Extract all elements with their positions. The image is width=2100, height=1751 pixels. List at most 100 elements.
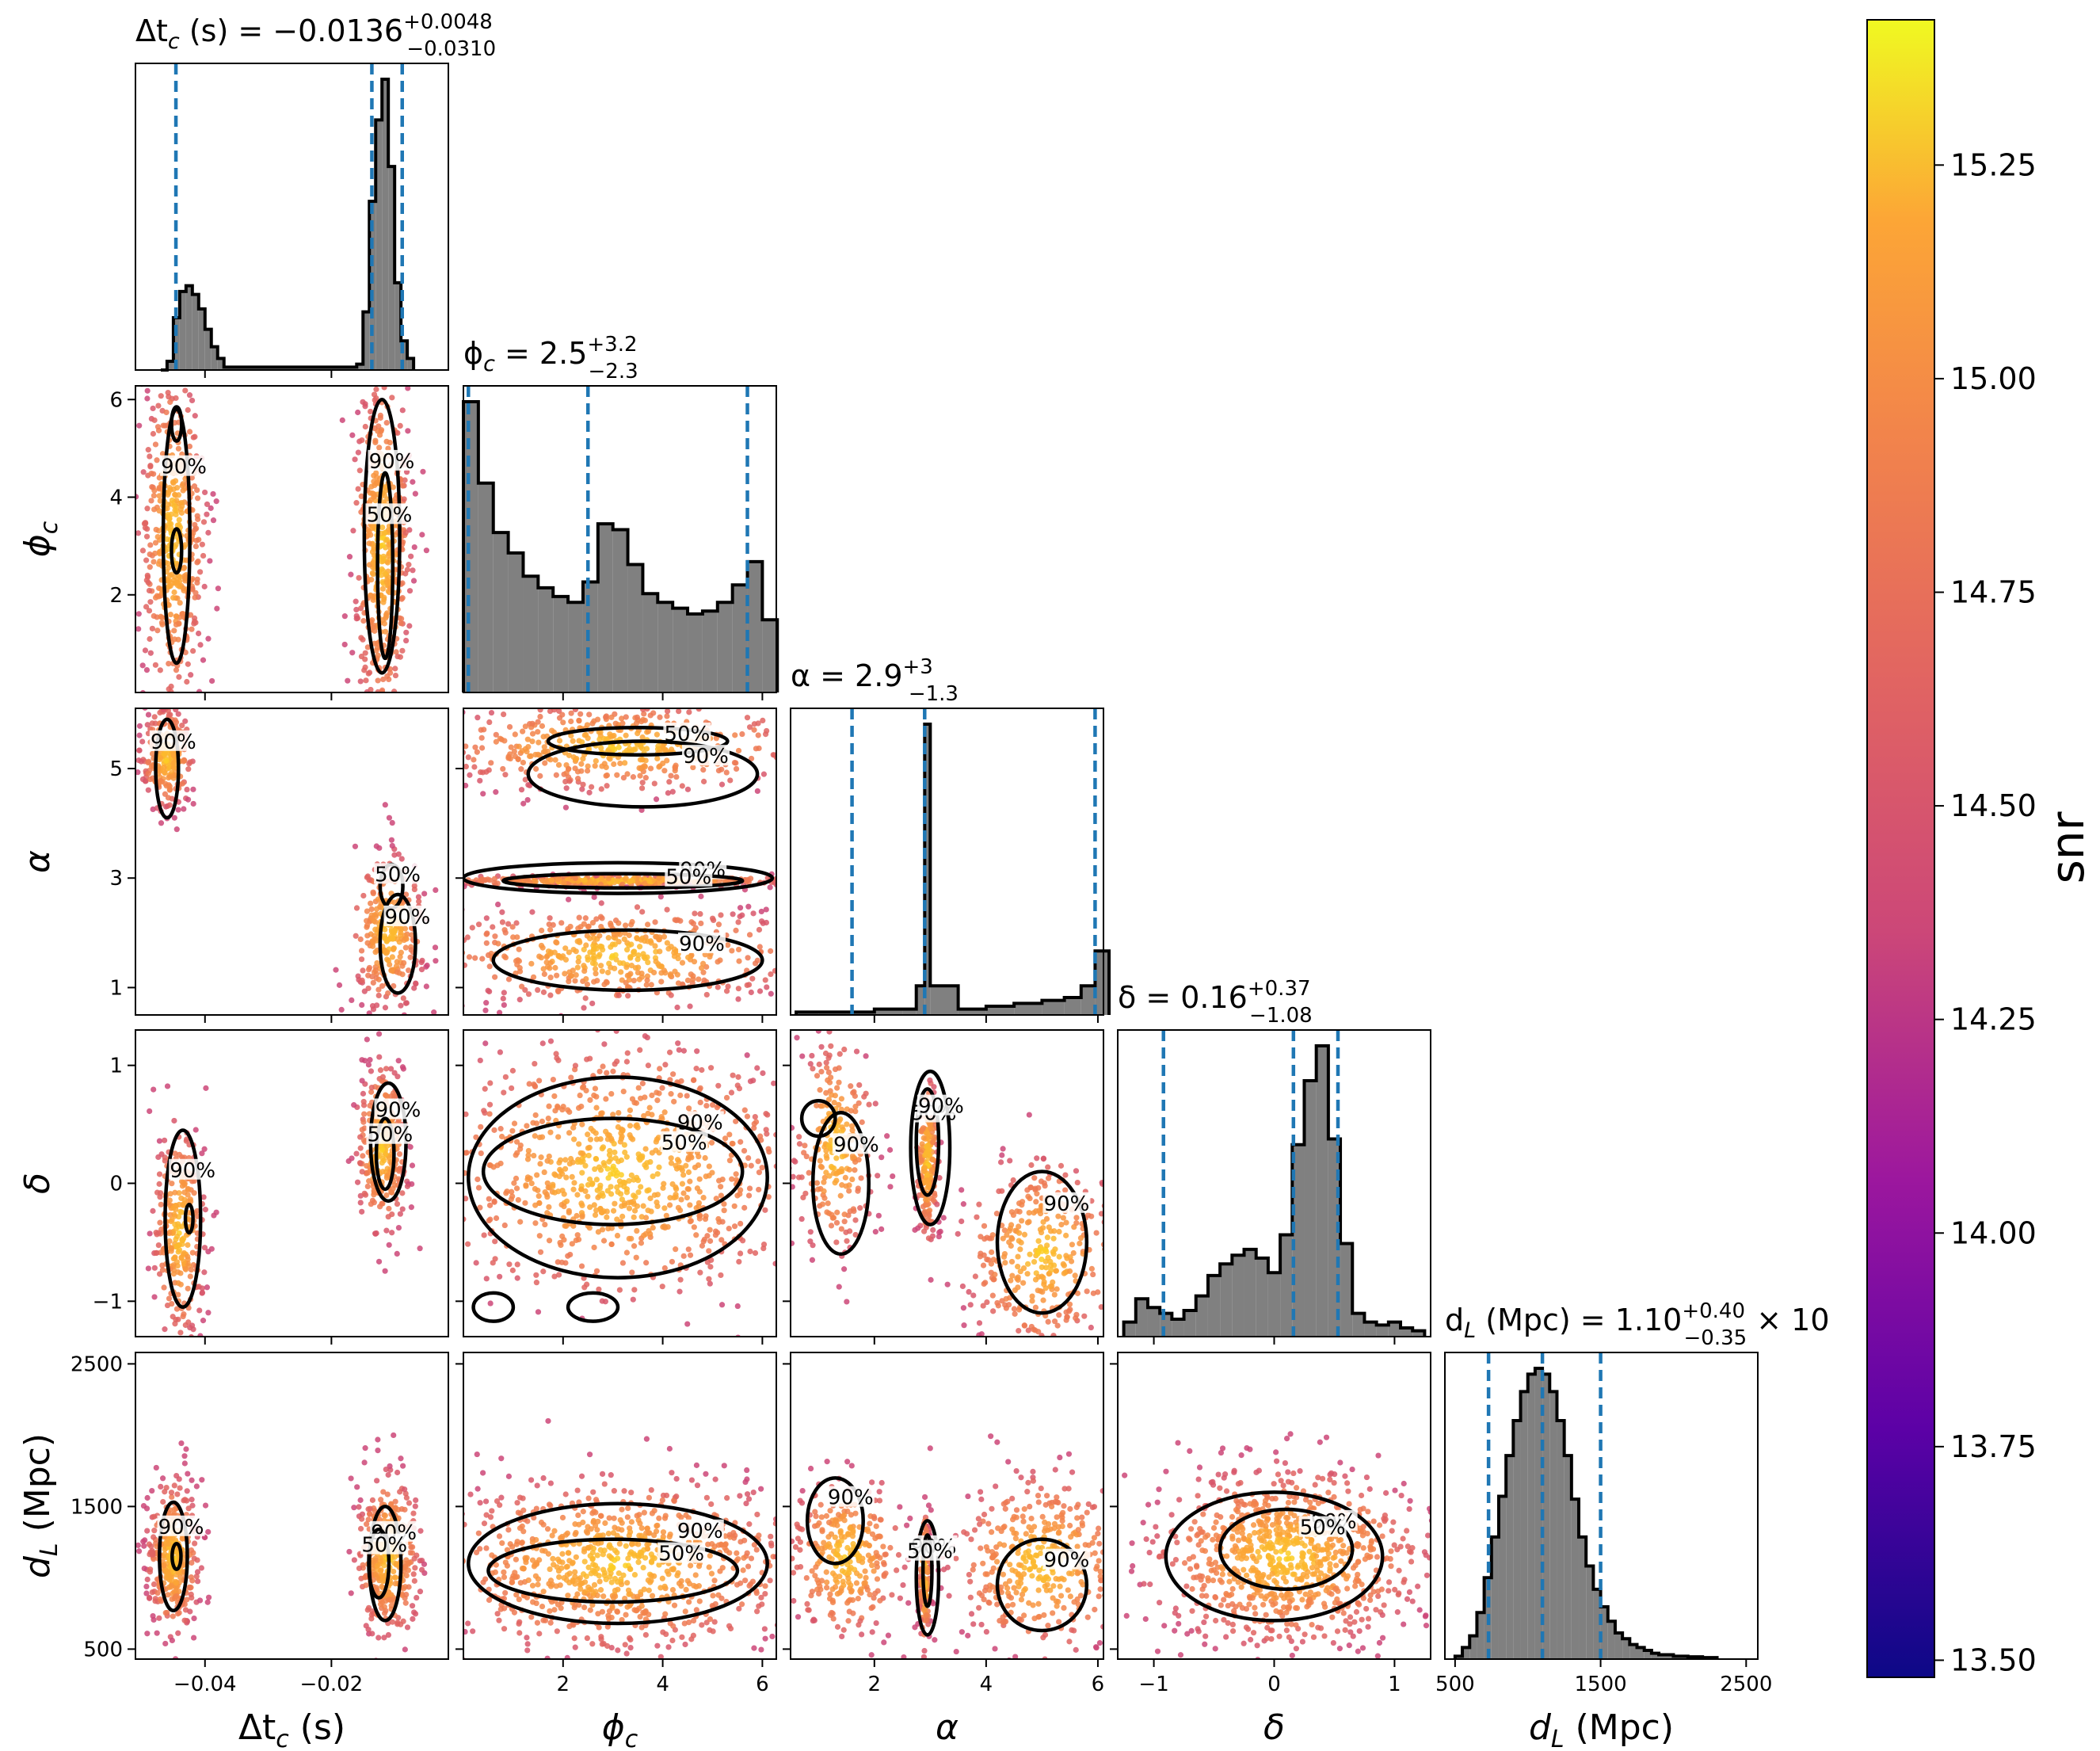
panel-frame-2-1 bbox=[463, 708, 777, 1016]
y-tick-label-delta: 1 bbox=[109, 1055, 123, 1078]
hist-bar-delta bbox=[1388, 1322, 1401, 1337]
colorbar-tick-label: 14.50 bbox=[1950, 788, 2037, 823]
contour-4-2-0 bbox=[805, 1476, 865, 1566]
hist-bar-delta bbox=[1304, 1081, 1317, 1337]
y-tick-label-alpha: 1 bbox=[109, 976, 123, 1000]
hist-bar-phic bbox=[732, 585, 748, 692]
contour-3-1-3 bbox=[566, 1291, 620, 1323]
x-tick-label-delta: 1 bbox=[1388, 1673, 1401, 1696]
y-tick-label-phic: 6 bbox=[109, 388, 123, 412]
hist-bar-alpha bbox=[874, 1009, 903, 1015]
contour-2-1-0 bbox=[546, 725, 730, 757]
hist-bar-phic bbox=[493, 532, 509, 692]
panel-title-delta: δ = 0.16+0.37 −1.08 bbox=[1118, 977, 1313, 1028]
histogram-panel-alpha: α = 2.9+3 −1.3 bbox=[790, 655, 1111, 1016]
hist-outline-delta bbox=[1122, 1044, 1427, 1337]
hist-bar-delta bbox=[1195, 1295, 1208, 1337]
hist-bar-dl bbox=[1469, 1635, 1477, 1659]
contour-3-2-4 bbox=[995, 1169, 1089, 1315]
histogram-panel-dtc: Δtc (s) = −0.0136+0.0048 −0.0310 bbox=[135, 10, 496, 372]
histogram-panel-dl: dL (Mpc) = 1.10+0.40 −0.35 × 10 bbox=[1444, 1299, 1830, 1660]
hist-bar-phic bbox=[463, 402, 478, 692]
contour-label: 50% bbox=[661, 1131, 707, 1155]
histogram-panel-phic: ϕc = 2.5+3.2 −2.3 bbox=[462, 333, 779, 693]
contour-1-0-4 bbox=[375, 471, 395, 661]
hist-bar-phic bbox=[478, 483, 494, 692]
contour-label: 50% bbox=[361, 1534, 407, 1558]
contour-4-3-0 bbox=[1164, 1490, 1385, 1623]
colorbar-tick-label: 13.50 bbox=[1950, 1642, 2037, 1677]
contour-3-2-2 bbox=[914, 1087, 941, 1197]
y-tick-label-phic: 2 bbox=[109, 584, 123, 608]
y-tick-label-alpha: 3 bbox=[109, 867, 123, 891]
contour-3-0-3 bbox=[374, 1116, 396, 1192]
contour-label: 90% bbox=[161, 456, 207, 479]
hist-bar-dl bbox=[1659, 1654, 1674, 1659]
hist-frame-phic bbox=[463, 385, 777, 693]
contour-3-1-2 bbox=[471, 1291, 516, 1323]
hist-bar-phic bbox=[597, 524, 613, 692]
hist-bar-phic bbox=[642, 593, 658, 692]
x-tick-label-dl: 500 bbox=[1435, 1673, 1475, 1696]
contour-label: 50% bbox=[1300, 1516, 1346, 1540]
hist-bar-dl bbox=[1557, 1421, 1565, 1659]
hist-bar-dtc bbox=[185, 285, 192, 370]
colorbar-tick-label: 15.00 bbox=[1950, 361, 2037, 396]
hist-bar-delta bbox=[1401, 1327, 1413, 1337]
colorbar-gradient bbox=[1866, 19, 1935, 1678]
scatter-panel-dl-vs-phic: 90%50% bbox=[455, 1352, 777, 1660]
y-axis-label-dl: dL (Mpc) bbox=[17, 1433, 63, 1578]
hist-bar-phic bbox=[717, 602, 733, 692]
scatter-panel-dl-vs-alpha: 90%90%50%90% bbox=[783, 1352, 1104, 1660]
x-tick-label-dtc: −0.02 bbox=[300, 1673, 364, 1696]
hist-bar-delta bbox=[1316, 1046, 1328, 1337]
hist-bar-delta bbox=[1183, 1310, 1196, 1337]
hist-bar-alpha bbox=[1080, 986, 1096, 1015]
hist-bar-dtc bbox=[394, 282, 402, 370]
panels-layer: Δtc (s) = −0.0136+0.0048 −0.0310 ϕc = 2.5+… bbox=[17, 10, 1830, 1751]
scatter-panel-alpha-vs-phic: 50%90%90%50%90% bbox=[455, 708, 777, 1016]
y-tick-label-dl: 2500 bbox=[71, 1352, 123, 1376]
hist-bar-phic bbox=[508, 552, 524, 692]
hist-bar-dtc bbox=[217, 358, 224, 370]
hist-bar-phic bbox=[657, 602, 673, 692]
x-axis-label-alpha: α bbox=[936, 1707, 959, 1748]
contour-4-2-2 bbox=[920, 1533, 934, 1608]
hist-bar-delta bbox=[1292, 1144, 1305, 1337]
hist-bar-delta bbox=[1412, 1330, 1425, 1337]
contour-2-1-1 bbox=[526, 739, 760, 809]
contour-label: 50% bbox=[658, 1543, 704, 1566]
hist-bar-dl bbox=[1607, 1621, 1615, 1659]
contour-3-0-1 bbox=[183, 1203, 195, 1235]
x-tick-label-alpha: 4 bbox=[980, 1673, 993, 1696]
hist-bar-dl bbox=[1579, 1536, 1587, 1659]
contour-label: 90% bbox=[828, 1486, 874, 1510]
contour-label: 90% bbox=[369, 450, 415, 474]
hist-bar-dl bbox=[1586, 1566, 1594, 1659]
hist-bar-phic bbox=[538, 587, 554, 692]
hist-bar-alpha bbox=[1064, 997, 1081, 1015]
hist-bar-dtc bbox=[363, 311, 370, 370]
panel-frame-2-0 bbox=[135, 708, 449, 1016]
x-tick-label-alpha: 6 bbox=[1092, 1673, 1105, 1696]
hist-bar-delta bbox=[1280, 1234, 1293, 1337]
y-tick-label-delta: −1 bbox=[93, 1290, 123, 1314]
contour-1-0-1 bbox=[170, 405, 184, 443]
contour-2-0-2 bbox=[378, 892, 417, 995]
hist-bar-dl bbox=[1491, 1536, 1499, 1659]
hist-bar-phic bbox=[523, 576, 539, 692]
contour-1-0-0 bbox=[161, 407, 192, 666]
y-tick-label-dl: 1500 bbox=[71, 1495, 123, 1519]
hist-bar-alpha bbox=[985, 1005, 1015, 1015]
hist-frame-dtc bbox=[135, 63, 449, 371]
contour-3-1-1 bbox=[481, 1116, 745, 1226]
hist-bar-dtc bbox=[382, 79, 389, 370]
y-tick-label-dl: 500 bbox=[83, 1638, 123, 1661]
hist-bar-dl bbox=[1571, 1499, 1580, 1659]
hist-bar-phic bbox=[747, 561, 763, 692]
panel-frame-1-0 bbox=[135, 385, 449, 693]
hist-bar-dl bbox=[1622, 1638, 1630, 1659]
hist-bar-dl bbox=[1513, 1421, 1521, 1659]
y-tick-label-phic: 4 bbox=[109, 486, 123, 510]
contour-label: 90% bbox=[151, 731, 196, 754]
